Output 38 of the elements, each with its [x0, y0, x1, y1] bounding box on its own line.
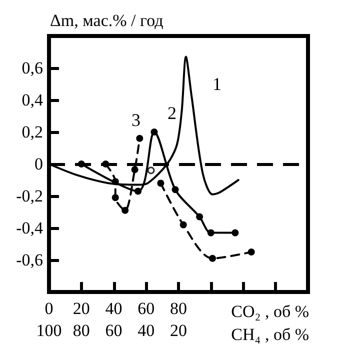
point: [136, 134, 144, 142]
point: [134, 188, 142, 195]
point: [150, 128, 158, 136]
x2-tick-label: 20: [170, 321, 187, 340]
point: [172, 186, 179, 194]
x-axis-title: CO₂ , об %: [231, 302, 310, 321]
y-tick-label: -0,4: [16, 218, 44, 238]
x2-axis-title: CH₄ , об %: [231, 325, 310, 344]
point: [157, 180, 164, 187]
point: [112, 194, 119, 202]
x2-tick-label: 40: [138, 321, 155, 340]
x-tick-label: 20: [72, 299, 90, 318]
y-axis-title: Δm, мас.% / год: [50, 11, 164, 30]
point: [122, 206, 129, 214]
point: [180, 221, 187, 228]
annotation: 3: [132, 110, 140, 130]
annotation: 1: [212, 74, 222, 94]
x2-tick-label: 80: [72, 321, 90, 340]
point: [232, 229, 239, 236]
x2-tick-label: 60: [105, 321, 122, 340]
y-tick-label: 0,2: [22, 122, 43, 142]
point: [112, 178, 119, 186]
point: [207, 229, 214, 236]
y-tick-label: 0: [34, 154, 43, 174]
y-tick-label: 0,4: [22, 90, 44, 110]
x-tick-label: 60: [138, 299, 155, 318]
point: [147, 166, 155, 174]
y-tick-label: -0,2: [16, 186, 43, 206]
point: [209, 254, 216, 262]
y-tick-label: -0,6: [16, 250, 43, 270]
point: [131, 166, 138, 174]
point: [248, 248, 255, 256]
point: [196, 213, 204, 220]
y-tick-label: 0,6: [22, 58, 43, 78]
x-tick-label: 80: [170, 299, 187, 318]
annotation: 2: [168, 103, 176, 123]
x2-tick-label: 100: [36, 321, 62, 340]
x-tick-label: 40: [105, 299, 122, 318]
